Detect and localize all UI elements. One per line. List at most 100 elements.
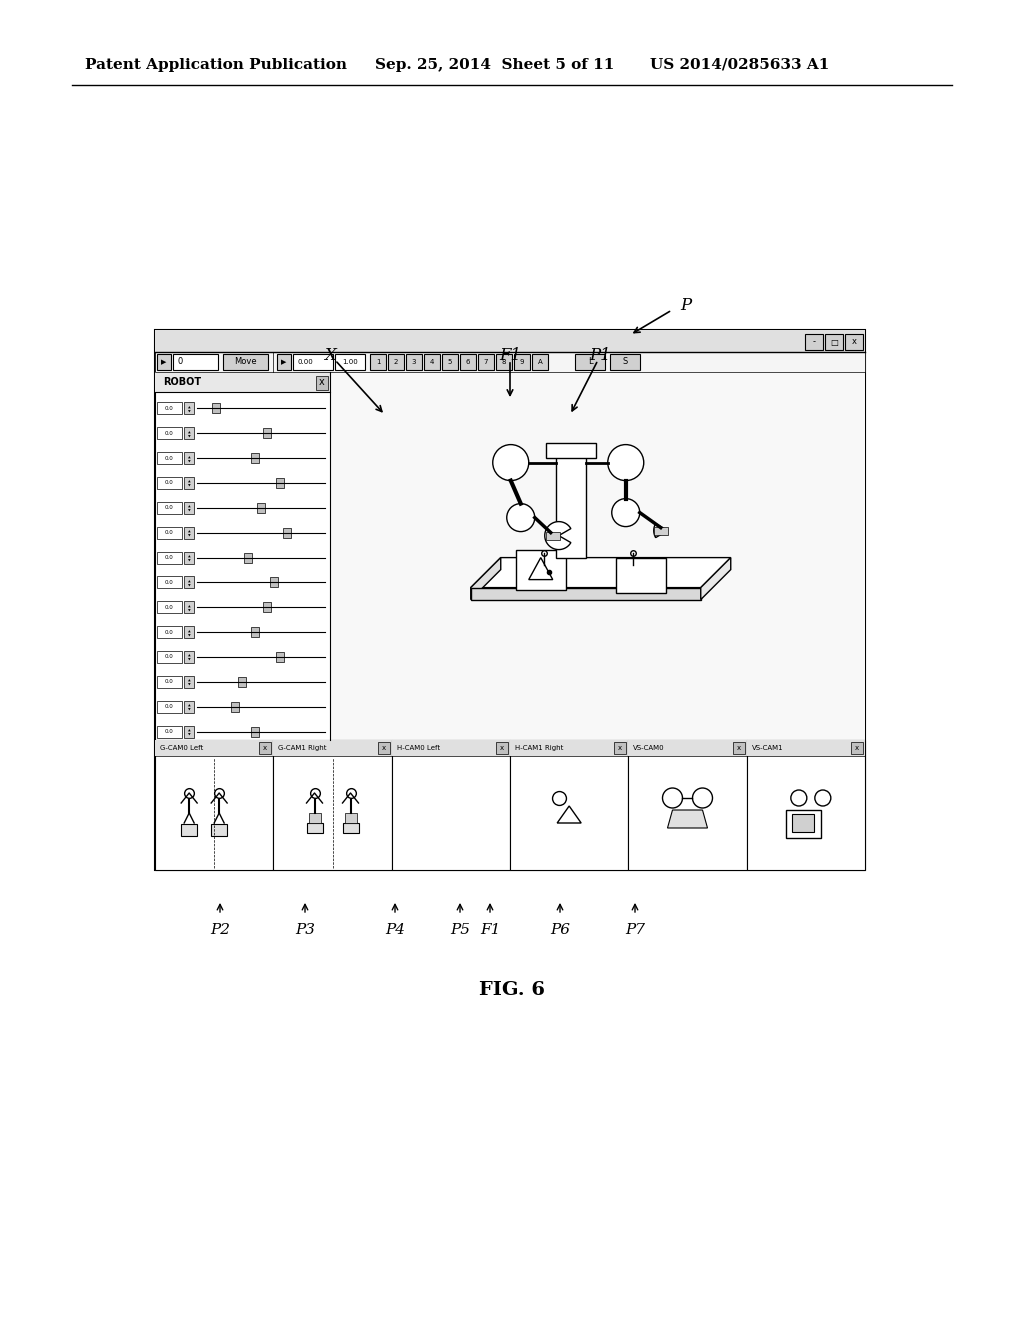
Text: 0.0: 0.0 <box>165 680 173 684</box>
Bar <box>845 334 863 350</box>
Polygon shape <box>471 557 501 599</box>
Text: 1.00: 1.00 <box>342 359 357 366</box>
Text: ▼: ▼ <box>187 508 190 513</box>
Text: ▶: ▶ <box>162 359 167 366</box>
Bar <box>157 602 182 614</box>
Text: ▲: ▲ <box>187 504 190 508</box>
Bar <box>532 354 548 370</box>
Bar <box>316 376 328 389</box>
Text: ▲: ▲ <box>187 579 190 583</box>
Text: VS-CAM0: VS-CAM0 <box>633 744 665 751</box>
Bar <box>342 822 358 833</box>
Text: P2: P2 <box>210 923 230 937</box>
Bar <box>184 453 194 465</box>
Text: 0.0: 0.0 <box>165 729 173 734</box>
Bar <box>212 404 220 413</box>
Bar <box>184 626 194 638</box>
Bar <box>629 741 746 756</box>
Bar <box>251 726 259 737</box>
Text: x: x <box>319 378 325 387</box>
Text: -: - <box>812 338 815 346</box>
Bar <box>251 627 259 638</box>
Text: L: L <box>588 358 592 367</box>
Text: ▲: ▲ <box>187 704 190 708</box>
Text: ▲: ▲ <box>187 554 190 558</box>
Bar <box>155 352 865 372</box>
Polygon shape <box>557 807 582 822</box>
Bar <box>378 742 390 754</box>
Bar <box>184 428 194 440</box>
Circle shape <box>791 789 807 807</box>
Bar <box>273 741 391 756</box>
Text: 0.0: 0.0 <box>165 455 173 461</box>
Text: □: □ <box>830 338 838 346</box>
Bar <box>184 502 194 513</box>
Bar <box>805 334 823 350</box>
Text: ▲: ▲ <box>187 605 190 609</box>
Bar <box>629 741 746 870</box>
Bar <box>283 528 291 537</box>
Bar <box>785 810 821 838</box>
Bar <box>792 814 814 832</box>
Text: G-CAM0 Left: G-CAM0 Left <box>160 744 203 751</box>
Bar <box>184 701 194 713</box>
Text: 6: 6 <box>466 359 470 366</box>
Bar <box>496 354 512 370</box>
Bar <box>293 354 333 370</box>
Bar <box>155 330 865 352</box>
Bar <box>514 354 530 370</box>
Bar <box>157 502 182 513</box>
Text: 1: 1 <box>376 359 380 366</box>
Bar <box>825 334 843 350</box>
Text: ▲: ▲ <box>187 480 190 484</box>
Text: ▲: ▲ <box>187 430 190 434</box>
Bar <box>231 702 240 711</box>
Bar <box>746 741 865 870</box>
Bar <box>184 552 194 564</box>
Bar <box>610 354 640 370</box>
Bar <box>157 403 182 414</box>
Bar <box>259 742 271 754</box>
Bar <box>211 824 227 836</box>
Text: ROBOT: ROBOT <box>163 378 201 387</box>
Text: H-CAM1 Right: H-CAM1 Right <box>515 744 563 751</box>
Text: x: x <box>852 338 856 346</box>
Text: 0.0: 0.0 <box>165 480 173 486</box>
Bar <box>370 354 386 370</box>
Bar <box>388 354 404 370</box>
Text: 0.0: 0.0 <box>165 556 173 560</box>
Text: ▲: ▲ <box>187 529 190 533</box>
Bar <box>344 813 356 822</box>
Text: ▼: ▼ <box>187 583 190 587</box>
Bar <box>251 453 259 463</box>
Text: US 2014/0285633 A1: US 2014/0285633 A1 <box>650 58 829 73</box>
Text: ▲: ▲ <box>187 455 190 459</box>
Circle shape <box>663 788 683 808</box>
Text: P3: P3 <box>295 923 315 937</box>
Bar <box>257 503 265 513</box>
Text: P6: P6 <box>550 923 570 937</box>
Bar <box>157 428 182 440</box>
Text: x: x <box>382 744 386 751</box>
Circle shape <box>608 445 644 480</box>
Bar <box>184 651 194 663</box>
Bar <box>546 442 596 458</box>
Text: 0.0: 0.0 <box>165 531 173 535</box>
Bar <box>269 577 278 587</box>
Bar <box>391 741 510 756</box>
Bar <box>184 477 194 488</box>
Text: 0.0: 0.0 <box>165 506 173 511</box>
Text: x: x <box>736 744 740 751</box>
Bar <box>851 742 863 754</box>
Polygon shape <box>700 557 731 599</box>
Text: ▼: ▼ <box>187 657 190 663</box>
Bar <box>746 741 865 756</box>
Bar <box>157 453 182 465</box>
Circle shape <box>507 504 535 532</box>
Text: 0.0: 0.0 <box>165 655 173 660</box>
Text: 0.0: 0.0 <box>165 579 173 585</box>
Text: 3: 3 <box>412 359 416 366</box>
Text: ▲: ▲ <box>187 630 190 634</box>
Text: F1: F1 <box>480 923 500 937</box>
Text: 0.0: 0.0 <box>165 605 173 610</box>
